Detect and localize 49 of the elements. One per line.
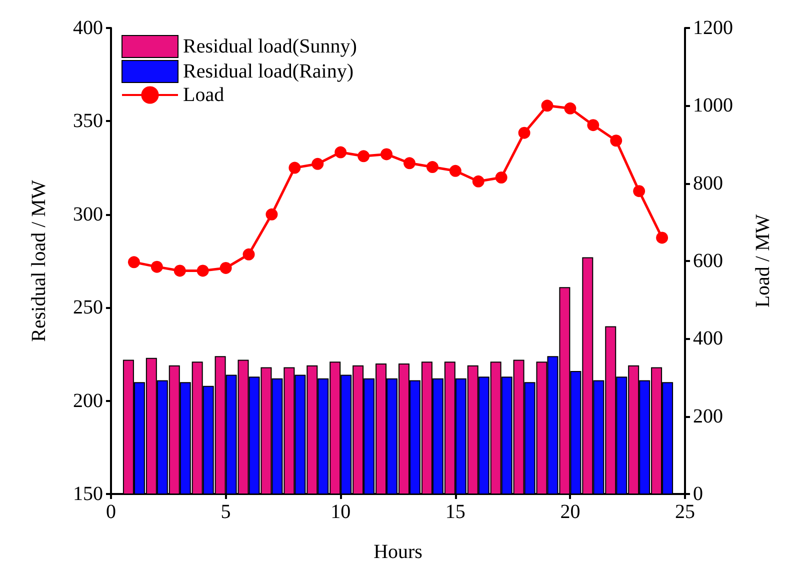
point (610, 134, 622, 147)
point (242, 248, 255, 260)
legend-label: Residual load(Rainy) (183, 60, 354, 82)
x-tick-label: 20 (560, 501, 580, 523)
point (495, 172, 508, 184)
y2-tick-label: 1000 (693, 94, 733, 117)
y2-axis-title: Load / MW (752, 214, 774, 308)
y-axis-title: Residual load / MW (28, 180, 50, 342)
y-tick-label: 250 (73, 296, 103, 319)
point (426, 161, 438, 174)
legend-label: Residual load(Sunny) (183, 36, 357, 58)
point (334, 146, 347, 158)
y2-tick-label: 800 (693, 172, 723, 194)
point (541, 100, 554, 112)
point (220, 262, 232, 274)
point (266, 208, 278, 220)
point (174, 264, 186, 277)
y2-tick-label: 600 (693, 250, 723, 272)
y2-tick-label: 400 (693, 328, 723, 350)
point (449, 164, 462, 177)
y-tick-label: 200 (73, 390, 103, 412)
x-tick-label: 25 (675, 501, 695, 523)
point (312, 158, 324, 170)
point (150, 260, 163, 273)
point (403, 157, 416, 170)
point (288, 162, 301, 174)
point (656, 232, 668, 244)
y2-tick-label: 1200 (693, 17, 733, 39)
y-tick-label: 300 (73, 203, 103, 226)
point (472, 175, 484, 188)
y2-tick-label: 200 (693, 405, 723, 428)
x-axis-title: Hours (374, 541, 423, 563)
point (633, 185, 646, 198)
y2-tick-label: 0 (693, 483, 703, 505)
legend-label: Load (183, 84, 224, 106)
point (587, 119, 600, 132)
x-tick-label: 15 (445, 501, 466, 523)
point (518, 126, 530, 139)
point (380, 148, 393, 160)
x-tick-label: 5 (220, 501, 231, 523)
point (196, 264, 209, 277)
x-tick-label: 0 (106, 501, 116, 523)
point (564, 102, 576, 114)
y-tick-label: 350 (73, 110, 103, 132)
point (358, 150, 370, 162)
y-tick-label: 400 (73, 17, 103, 39)
y-tick-label: 150 (73, 483, 103, 505)
point (128, 256, 140, 268)
x-tick-label: 10 (330, 501, 351, 523)
